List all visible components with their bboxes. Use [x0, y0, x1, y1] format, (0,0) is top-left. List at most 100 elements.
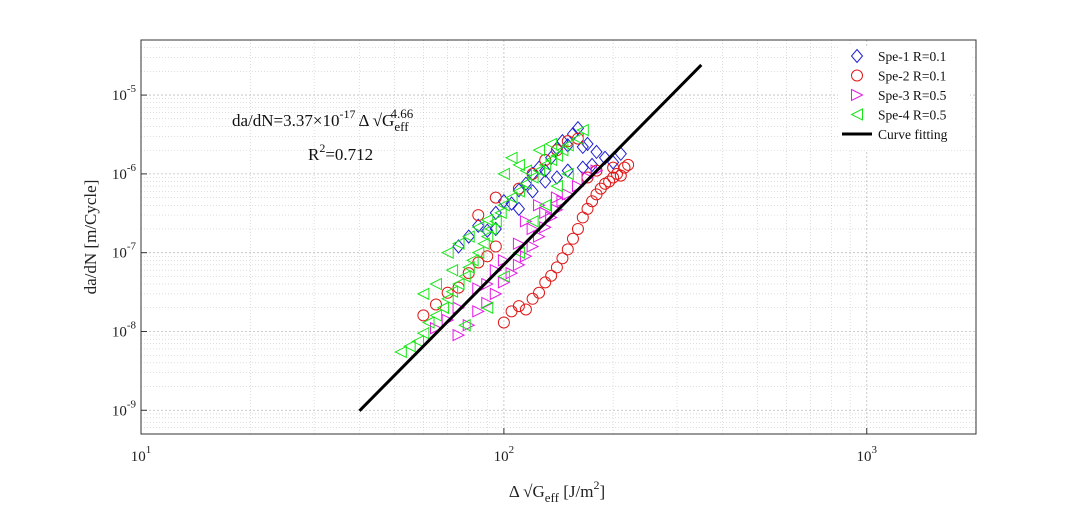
data-point [519, 303, 532, 316]
legend: Spe-1 R=0.1 Spe-2 R=0.1 Spe-3 R=0.5 Spe-4 R… [838, 46, 970, 150]
data-point [576, 123, 589, 137]
data-point [512, 237, 526, 251]
data-point [550, 261, 563, 274]
data-point [622, 158, 635, 171]
legend-entry: Spe-1 R=0.1 [850, 48, 946, 64]
x-axis-label-unit-sup: 2 [593, 478, 599, 492]
x-axis-label: Δ √Geff [J/m2] [509, 478, 605, 505]
data-point [545, 269, 558, 282]
data-point [532, 160, 546, 175]
eq-sub: eff [394, 119, 409, 134]
data-point [561, 188, 575, 201]
y-tick-label: 10-5 [112, 83, 137, 104]
data-point [480, 230, 494, 243]
data-point [525, 171, 539, 184]
data-point [512, 158, 525, 172]
data-point [429, 321, 443, 335]
y-tick-base: 10 [112, 403, 127, 419]
data-point [481, 296, 494, 310]
data-point [471, 246, 485, 259]
eq-r2-exp: 2 [319, 141, 325, 155]
data-point [526, 292, 539, 305]
data-point [497, 198, 510, 212]
data-point [576, 139, 589, 155]
data-point [452, 328, 466, 342]
data-point [532, 164, 546, 177]
fit-line [358, 63, 703, 412]
data-point [512, 258, 526, 272]
legend-marker [851, 69, 863, 82]
y-tick-exp: -7 [127, 241, 137, 253]
data-point [489, 191, 502, 204]
data-point [550, 179, 563, 193]
data-point [550, 191, 564, 204]
data-point [512, 201, 526, 217]
data-point [480, 301, 494, 315]
y-tick-base: 10 [112, 324, 127, 340]
x-axis-label-sub: eff [545, 490, 560, 505]
data-point [458, 318, 471, 332]
data-point [606, 155, 620, 170]
y-tick-base: 10 [112, 88, 127, 104]
data-point [512, 182, 526, 198]
data-point [571, 120, 585, 136]
y-axis-label: da/dN [m/Cycle] [81, 180, 100, 295]
data-point [462, 229, 475, 244]
x-tick-base: 10 [494, 449, 509, 465]
x-tick-label: 101 [131, 444, 152, 465]
eq-r2-value: =0.712 [325, 145, 373, 164]
y-tick-exp: -8 [127, 319, 137, 331]
legend-entry: Curve fitting [842, 127, 948, 142]
data-point [532, 143, 546, 157]
data-point [607, 161, 620, 174]
data-point [458, 270, 471, 283]
data-point [489, 287, 503, 301]
y-tick-exp: -9 [127, 398, 137, 410]
data-point [555, 143, 569, 157]
data-point [550, 170, 564, 185]
x-tick-exp: 1 [146, 444, 152, 456]
legend-label: Spe-4 R=0.5 [878, 108, 947, 123]
data-point [607, 171, 620, 184]
svg-text:da/dN=3.37×10-17Δ √Geff4.66: da/dN=3.37×10-17 Δ √Geff4.66 [232, 106, 414, 134]
data-point [561, 243, 574, 256]
data-point [544, 137, 558, 151]
x-tick-exp: 2 [509, 444, 515, 456]
x-axis-label-unit-end: ] [599, 482, 605, 501]
data-point [561, 139, 574, 152]
legend-marker [851, 88, 864, 102]
eq-r2-base: R [308, 145, 320, 164]
data-point [441, 246, 454, 259]
data-point [556, 252, 569, 265]
y-tick-label: 10-8 [112, 319, 137, 340]
legend-label: Spe-3 R=0.5 [878, 88, 947, 103]
data-point [539, 174, 552, 189]
data-point [445, 285, 459, 298]
data-point [471, 220, 485, 234]
y-tick-base: 10 [112, 246, 127, 262]
data-point [416, 287, 430, 301]
series-layer [394, 120, 635, 359]
data-point [480, 213, 494, 227]
data-point [497, 316, 510, 329]
data-point [526, 184, 539, 199]
data-point [441, 292, 454, 306]
data-point [526, 222, 540, 236]
data-point [465, 254, 479, 267]
x-tick-exp: 3 [872, 444, 878, 456]
data-point [472, 209, 485, 222]
data-point [472, 305, 485, 318]
data-point [504, 151, 518, 165]
data-point [519, 177, 532, 191]
x-tick-label: 103 [857, 444, 878, 465]
y-tick-exp: -6 [127, 162, 137, 174]
data-point [561, 167, 574, 181]
data-point [462, 318, 476, 332]
data-point [512, 185, 525, 198]
fit-equation: da/dN=3.37×10-17 Δ √Geff4.66 R2=0.712 [232, 106, 414, 164]
data-point [429, 298, 442, 311]
data-point [421, 316, 435, 329]
data-point [416, 326, 430, 340]
data-point [533, 286, 546, 299]
